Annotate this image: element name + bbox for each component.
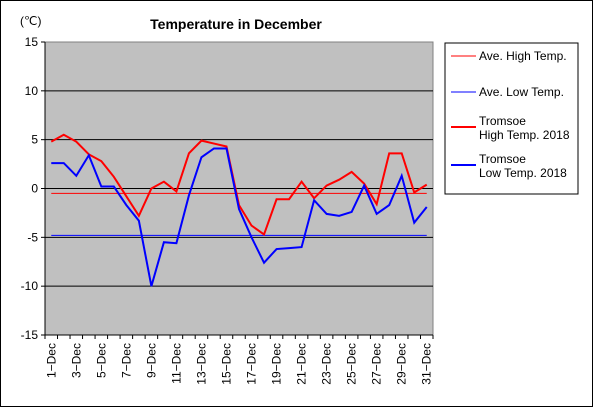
x-tick-label-0: 1−Dec xyxy=(44,343,58,378)
x-tick-label-14: 29−Dec xyxy=(395,343,409,385)
legend-label-2-0: Tromsoe xyxy=(479,114,526,128)
chart-title: Temperature in December xyxy=(150,16,322,32)
y-axis-unit-label: (℃) xyxy=(20,14,41,28)
x-tick-label-5: 11−Dec xyxy=(169,343,183,384)
y-tick-label-1: 10 xyxy=(25,84,39,98)
legend-label-1: Ave. Low Temp. xyxy=(479,85,564,99)
legend-label-3-1: Low Temp. 2018 xyxy=(479,166,567,180)
series-layer xyxy=(50,133,428,287)
y-tick-label-3: 0 xyxy=(31,182,38,196)
legend-label-0: Ave. High Temp. xyxy=(479,49,567,63)
series-line-3 xyxy=(51,147,428,287)
y-tick-label-5: -10 xyxy=(21,279,39,293)
x-tick-label-7: 15−Dec xyxy=(219,343,233,385)
y-tick-label-6: -15 xyxy=(21,328,39,342)
y-axis: 15 10 5 0 -5 -10 -15 xyxy=(21,35,46,342)
x-tick-label-12: 25−Dec xyxy=(345,343,359,385)
legend: Ave. High Temp.Ave. Low Temp.TromsoeHigh… xyxy=(444,42,579,195)
x-tick-label-9: 19−Dec xyxy=(270,343,284,385)
legend-label-3-0: Tromsoe xyxy=(479,152,526,166)
y-tick-label-0: 15 xyxy=(25,35,39,49)
legend-label-2-1: High Temp. 2018 xyxy=(479,128,570,142)
x-tick-label-8: 17−Dec xyxy=(245,343,259,385)
legend-box xyxy=(444,42,579,195)
x-tick-label-3: 7−Dec xyxy=(119,343,133,378)
x-tick-label-6: 13−Dec xyxy=(194,343,208,385)
x-tick-label-1: 3−Dec xyxy=(69,343,83,378)
gridlines xyxy=(45,90,433,287)
y-tick-label-2: 5 xyxy=(31,133,38,147)
x-tick-label-2: 5−Dec xyxy=(94,343,108,378)
x-tick-label-15: 31−Dec xyxy=(420,343,434,385)
x-tick-label-4: 9−Dec xyxy=(144,343,158,378)
x-tick-label-13: 27−Dec xyxy=(370,343,384,385)
x-tick-label-11: 23−Dec xyxy=(320,343,334,385)
x-axis: 1−Dec 3−Dec 5−Dec 7−Dec 9−Dec 11−Dec 13−Dec 15−… xyxy=(44,334,434,385)
y-tick-label-4: -5 xyxy=(27,230,38,244)
x-tick-label-10: 21−Dec xyxy=(295,343,309,385)
